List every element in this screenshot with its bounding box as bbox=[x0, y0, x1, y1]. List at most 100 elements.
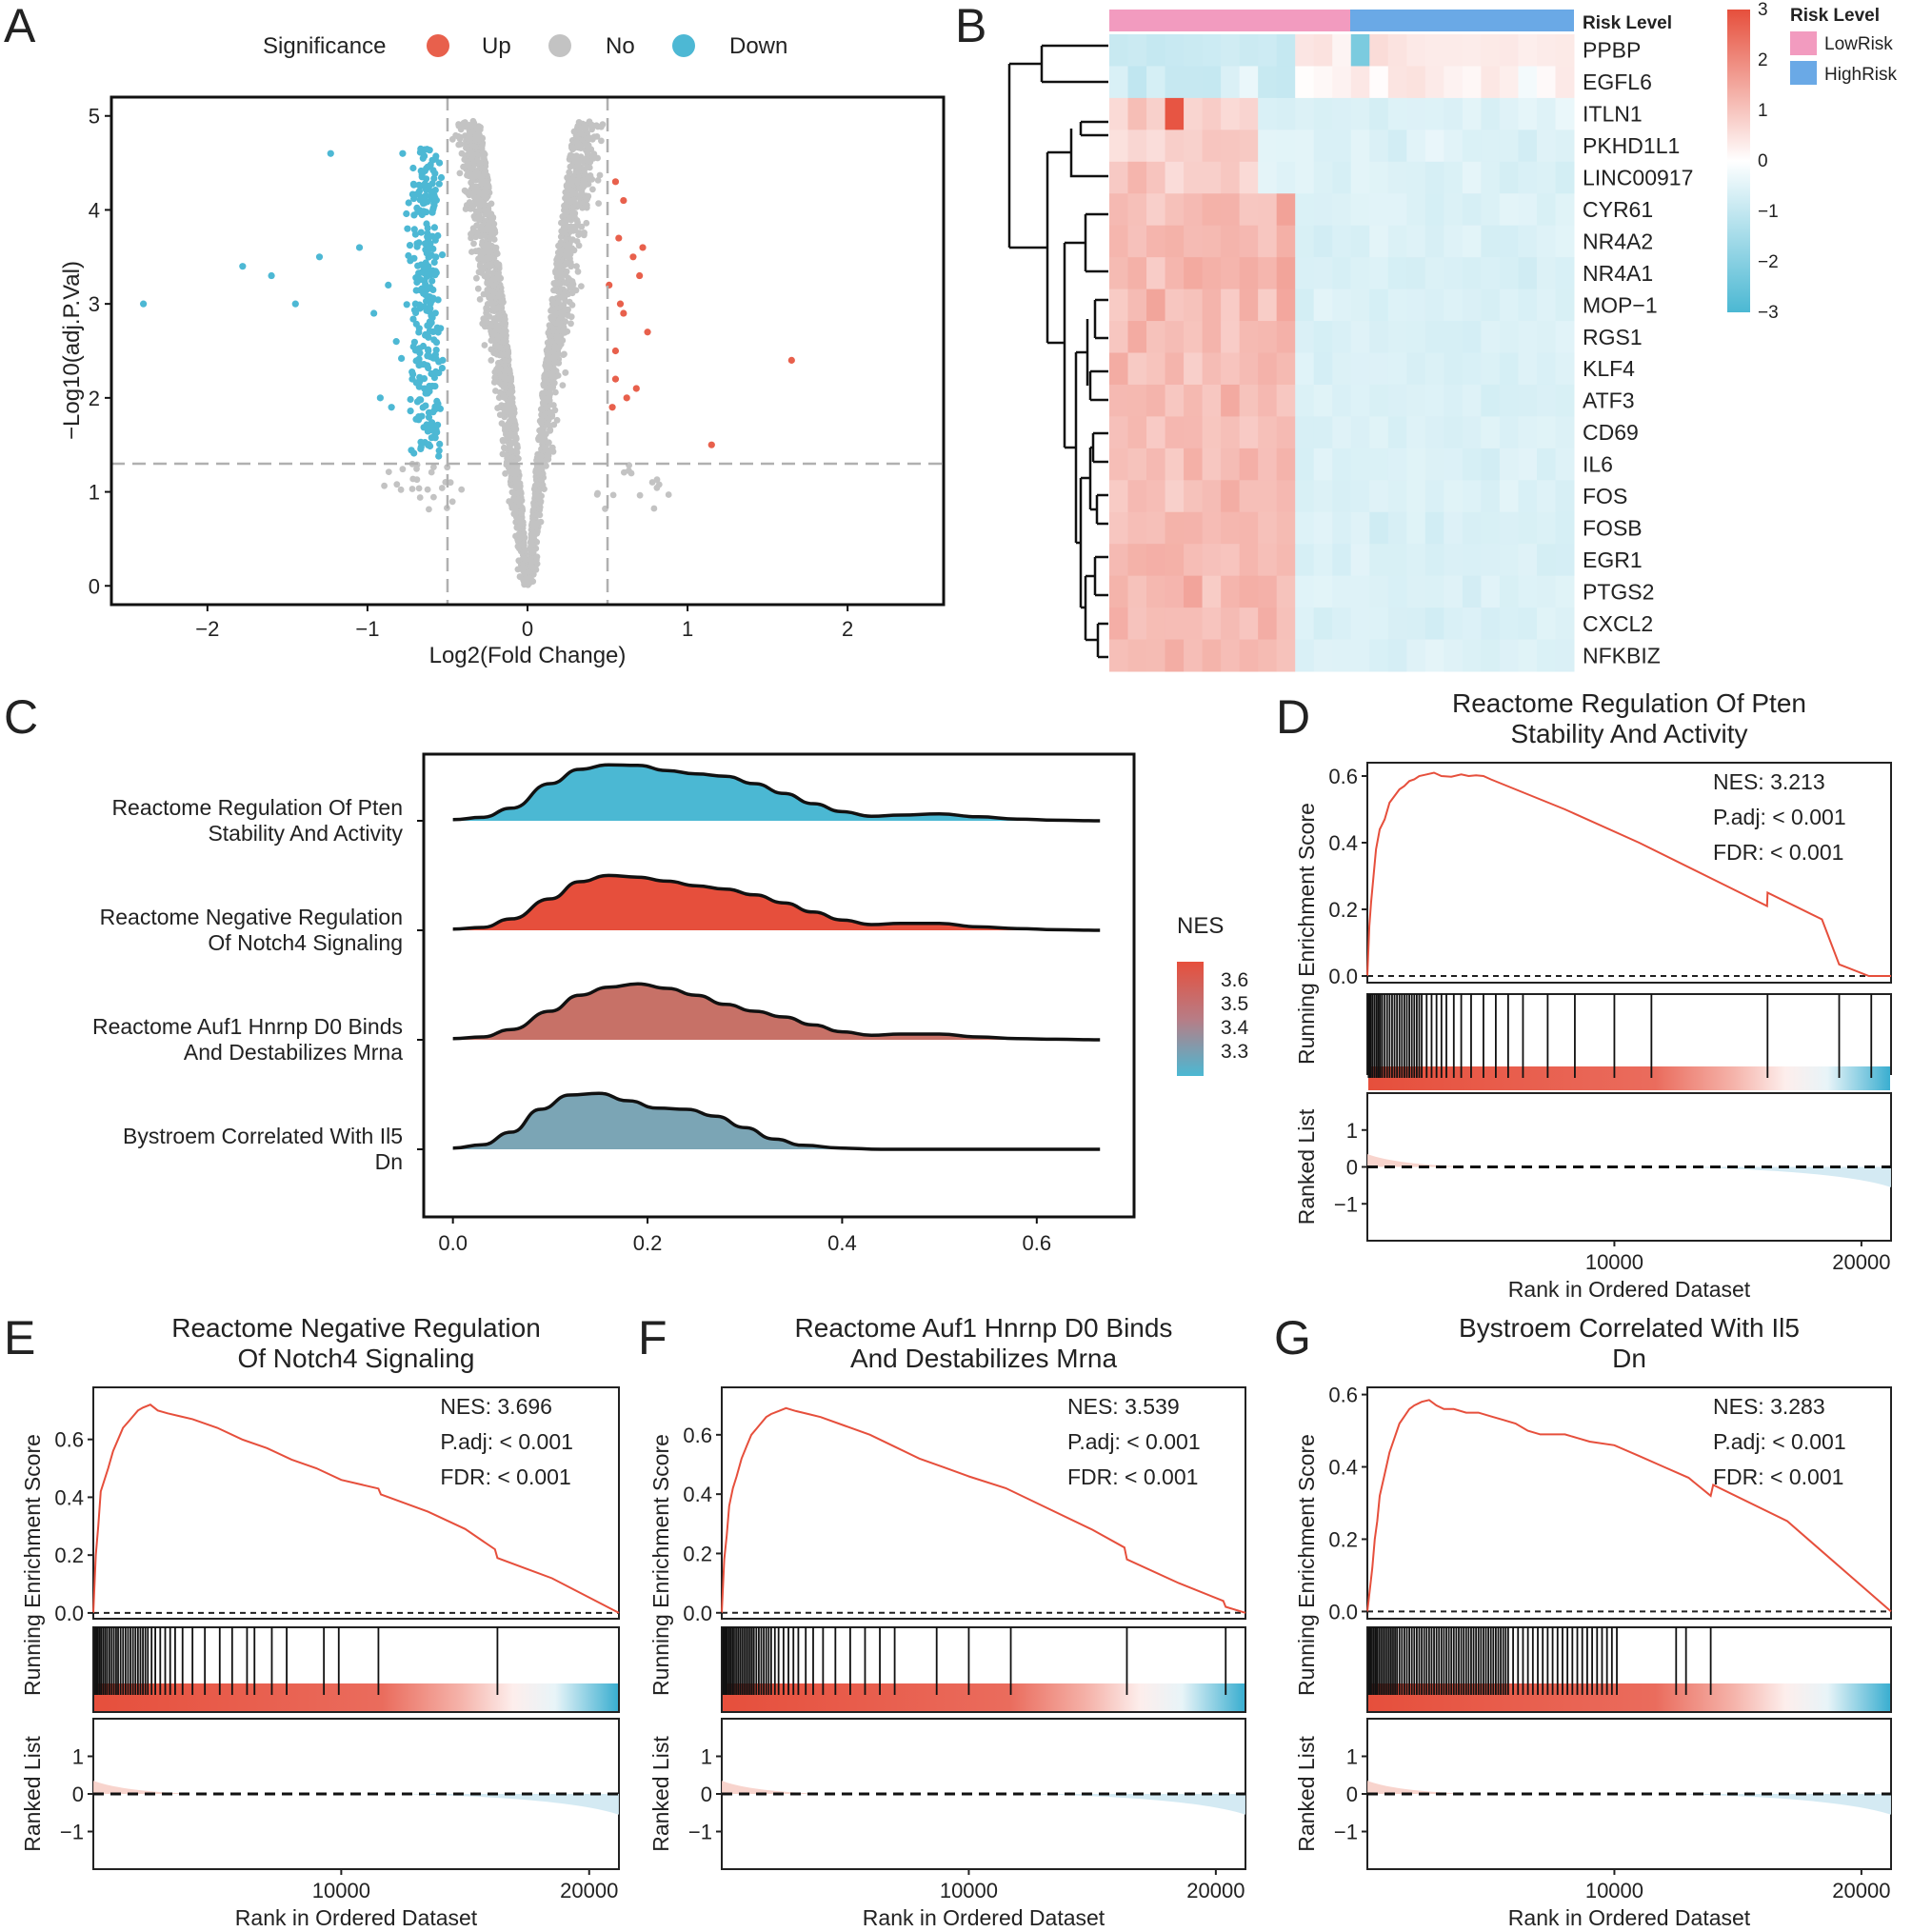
heatmap-cell bbox=[1481, 97, 1501, 130]
heatmap-cell bbox=[1202, 34, 1222, 67]
heatmap-cell bbox=[1127, 480, 1147, 513]
heatmap-cell bbox=[1518, 544, 1538, 577]
gsea-x-label: Rank in Ordered Dataset bbox=[863, 1905, 1105, 1930]
volcano-point-no bbox=[584, 194, 591, 202]
heatmap-cell bbox=[1387, 639, 1407, 672]
volcano-point-no bbox=[506, 498, 513, 505]
heatmap-cell bbox=[1146, 639, 1166, 672]
heatmap-cell bbox=[1202, 289, 1222, 322]
heatmap-cell bbox=[1406, 257, 1426, 290]
ridgeline-series bbox=[417, 763, 1101, 1151]
gsea-y-tick-label: 0.4 bbox=[1328, 831, 1358, 855]
heatmap-annotation-label: Risk Level bbox=[1583, 13, 1672, 33]
volcano-point-no bbox=[479, 190, 487, 198]
heatmap-cell bbox=[1518, 66, 1538, 99]
gsea-rl-negative bbox=[1663, 1794, 1891, 1815]
volcano-point-up bbox=[636, 271, 644, 280]
volcano-point-no bbox=[490, 282, 497, 289]
volcano-point-no bbox=[507, 377, 514, 384]
gsea-es-y-label: Running Enrichment Score bbox=[648, 1434, 673, 1696]
heatmap-cell bbox=[1536, 544, 1556, 577]
volcano-point-no bbox=[580, 184, 587, 191]
heatmap-cell bbox=[1146, 225, 1166, 258]
gsea-x-tick-label: 20000 bbox=[1832, 1250, 1890, 1274]
heatmap-cell bbox=[1221, 639, 1241, 672]
heatmap-cell bbox=[1462, 639, 1482, 672]
heatmap-cell bbox=[1518, 607, 1538, 641]
heatmap-cell bbox=[1276, 575, 1296, 608]
volcano-point-down bbox=[417, 361, 425, 368]
heatmap-cell bbox=[1276, 384, 1296, 417]
volcano-y-tick-label: 4 bbox=[89, 198, 100, 222]
volcano-point-down bbox=[140, 300, 148, 308]
heatmap-cell bbox=[1424, 193, 1444, 227]
volcano-point-no bbox=[609, 491, 617, 499]
heatmap-cell bbox=[1258, 321, 1278, 353]
heatmap-gene-label: LINC00917 bbox=[1583, 166, 1693, 190]
heatmap-cell bbox=[1239, 416, 1259, 449]
volcano-point-no bbox=[415, 485, 423, 492]
volcano-point-no bbox=[532, 467, 540, 473]
heatmap-cell bbox=[1499, 257, 1519, 290]
gsea-es-curve bbox=[1366, 771, 1891, 977]
volcano-point-up bbox=[615, 234, 623, 242]
heatmap-cell bbox=[1387, 480, 1407, 513]
heatmap-cell bbox=[1313, 66, 1333, 99]
heatmap-cell bbox=[1146, 352, 1166, 386]
heatmap-cell bbox=[1258, 193, 1278, 227]
heatmap-cell bbox=[1499, 416, 1519, 449]
heatmap-cell bbox=[1313, 34, 1333, 67]
heatmap-cell bbox=[1555, 352, 1575, 386]
heatmap-cell bbox=[1444, 161, 1464, 194]
heatmap-cell bbox=[1406, 575, 1426, 608]
heatmap-cell bbox=[1221, 161, 1241, 194]
heatmap-cell bbox=[1369, 34, 1389, 67]
heatmap-cell bbox=[1313, 639, 1333, 672]
heatmap-cell bbox=[1481, 544, 1501, 577]
volcano-point-down bbox=[410, 181, 418, 189]
heatmap-cell bbox=[1258, 257, 1278, 290]
heatmap-cell bbox=[1406, 480, 1426, 513]
heatmap-cell bbox=[1536, 384, 1556, 417]
gsea-y-tick-label: 0.6 bbox=[1328, 1384, 1358, 1407]
ridge-label: And Destabilizes Mrna bbox=[184, 1040, 403, 1065]
heatmap-cell bbox=[1481, 161, 1501, 194]
volcano-point-down bbox=[415, 181, 423, 189]
volcano-point-down bbox=[434, 400, 442, 408]
heatmap-cell bbox=[1332, 544, 1352, 577]
panel-label-g: G bbox=[1274, 1311, 1311, 1364]
volcano-point-no bbox=[533, 511, 541, 518]
volcano-point-no bbox=[665, 491, 672, 498]
heatmap-cell bbox=[1332, 225, 1352, 258]
volcano-point-no bbox=[452, 131, 459, 139]
volcano-point-no bbox=[556, 270, 564, 278]
nes-tick-35: 3.5 bbox=[1221, 993, 1248, 1015]
heatmap-cell bbox=[1481, 352, 1501, 386]
heatmap-cell bbox=[1462, 66, 1482, 99]
volcano-point-no bbox=[535, 494, 543, 502]
volcano-point-no bbox=[456, 169, 464, 177]
heatmap-cell bbox=[1165, 384, 1185, 417]
ridge-label: Bystroem Correlated With Il5 bbox=[123, 1124, 403, 1148]
heatmap-cell bbox=[1369, 416, 1389, 449]
gsea-fdr-text: FDR: < 0.001 bbox=[1713, 1464, 1843, 1489]
gsea-nes-text: NES: 3.283 bbox=[1713, 1394, 1825, 1419]
volcano-point-down bbox=[412, 320, 420, 328]
heatmap-cell bbox=[1350, 66, 1370, 99]
heatmap-cell bbox=[1555, 225, 1575, 258]
heatmap-cell bbox=[1406, 544, 1426, 577]
heatmap-cell bbox=[1518, 161, 1538, 194]
heatmap-cell bbox=[1109, 321, 1129, 353]
hm-tick-m2: −2 bbox=[1758, 252, 1779, 272]
volcano-point-no bbox=[546, 397, 553, 405]
heatmap-cell bbox=[1462, 129, 1482, 163]
volcano-point-down bbox=[422, 402, 429, 409]
ridge-x-tick-label: 0.4 bbox=[827, 1231, 857, 1255]
heatmap-cell bbox=[1258, 448, 1278, 481]
heatmap-cell bbox=[1295, 66, 1315, 99]
nes-tick-36: 3.6 bbox=[1221, 969, 1248, 991]
heatmap-cell bbox=[1332, 193, 1352, 227]
volcano-point-no bbox=[563, 235, 569, 243]
ridge-label: Stability And Activity bbox=[208, 821, 403, 846]
